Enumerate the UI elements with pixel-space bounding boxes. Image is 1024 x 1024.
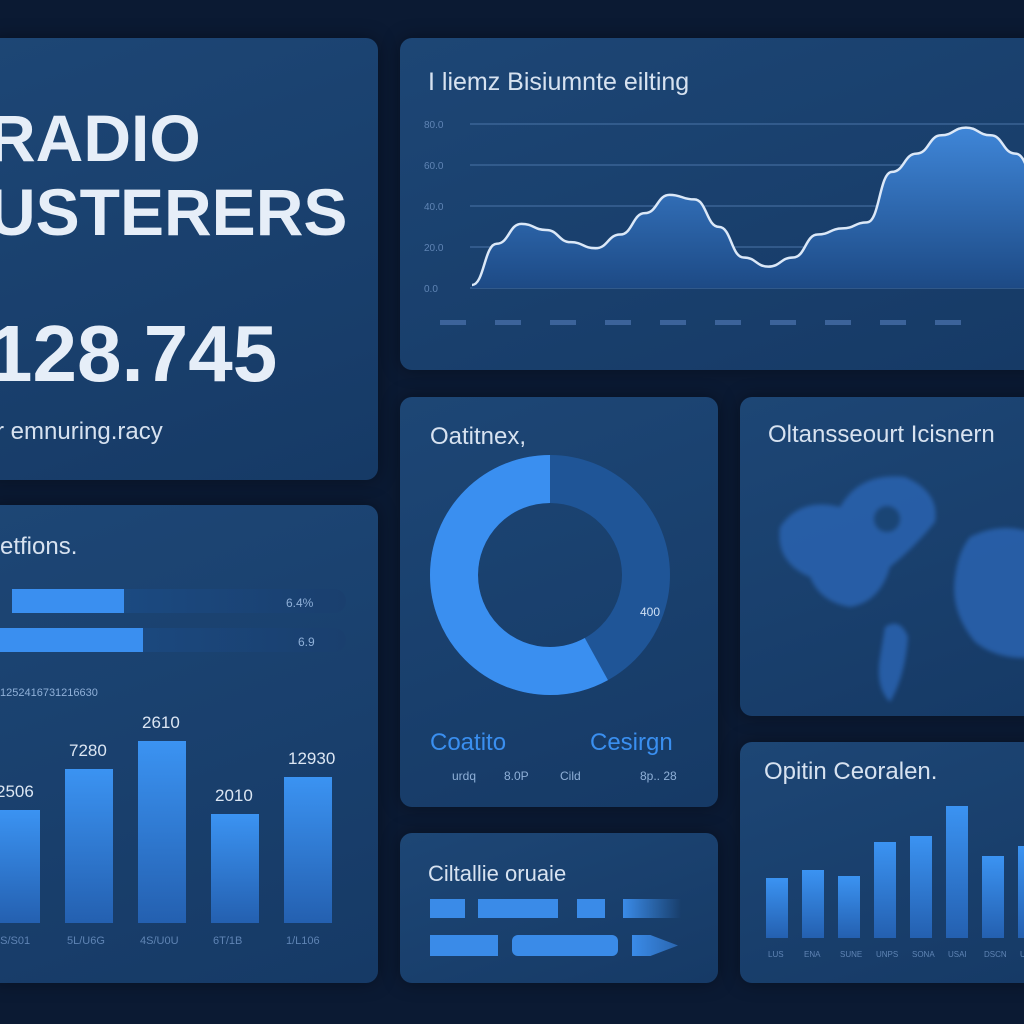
bar-category-label: 1/L106 xyxy=(286,935,320,947)
x-tick-label xyxy=(825,320,851,325)
x-tick-label xyxy=(770,320,796,325)
bar-value-label: 12930 xyxy=(288,749,336,769)
legend-item-2: Cesirgn xyxy=(590,729,673,756)
hero-title-line2: USTERERS xyxy=(0,175,348,249)
donut-title: Oatitnex, xyxy=(430,423,527,450)
bar-category-label: SUNE xyxy=(840,950,863,959)
donut-value-label: 400 xyxy=(640,605,661,619)
bar-value-label: 2610 xyxy=(142,713,180,732)
x-tick-label xyxy=(935,320,961,325)
area-line xyxy=(471,126,1024,287)
y-tick-label: 20.0 xyxy=(424,243,444,254)
ratings-title: Opitin Ceoralen. xyxy=(764,758,938,785)
misc-title: Ciltallie oruaie xyxy=(428,861,567,886)
donut-chart xyxy=(430,455,670,695)
y-tick-label: 60.0 xyxy=(424,161,444,172)
misc-bar xyxy=(478,899,558,918)
bar xyxy=(802,870,824,938)
hero-caption: r emnuring.racy xyxy=(0,418,163,445)
bar xyxy=(766,878,788,938)
trend-chart: 80.0 60.0 40.0 20.0 0.0 xyxy=(424,120,1024,325)
misc-bar xyxy=(623,899,681,918)
donut-stat-4: 8p.. 28 xyxy=(640,769,677,783)
station-progress-2 xyxy=(0,628,346,652)
bar-value-label: 2506 xyxy=(0,781,34,801)
hero-value: 128.745 xyxy=(0,309,278,398)
donut-stat-2: 8.0P xyxy=(504,769,529,783)
bar xyxy=(838,876,860,938)
progress-fill xyxy=(12,589,125,613)
x-tick-label xyxy=(550,320,576,325)
stations-caption: 1252416731216630 xyxy=(0,687,98,699)
station-progress-1-label: 6.4% xyxy=(286,596,314,610)
station-progress-1 xyxy=(12,589,346,613)
bar-category-label: LUS xyxy=(768,950,784,959)
stations-panel: etfions. 6.4% 6.9 1252416731216630 2506 2… xyxy=(0,505,378,983)
x-tick-label xyxy=(605,320,631,325)
map-panel: Oltansseourt Icisnern xyxy=(740,397,1024,716)
x-tick-label xyxy=(440,320,466,325)
bar xyxy=(65,769,113,923)
bar xyxy=(946,806,968,938)
donut-stat-1: urdq xyxy=(452,769,477,783)
y-tick-label: 80.0 xyxy=(424,120,444,131)
misc-bar xyxy=(577,899,605,918)
map-title: Oltansseourt Icisnern xyxy=(768,421,995,448)
stations-title: etfions. xyxy=(0,533,78,560)
misc-bar xyxy=(632,935,678,956)
bar xyxy=(0,809,40,923)
bar-value-label: 7280 xyxy=(69,741,107,761)
bar-category-label: 2S/S01 xyxy=(0,935,31,947)
x-tick-label xyxy=(715,320,741,325)
map-graphic xyxy=(779,476,1024,702)
bar xyxy=(874,842,896,938)
misc-bar xyxy=(430,935,498,956)
bar xyxy=(982,856,1004,938)
bar xyxy=(138,741,186,923)
bar-category-label: SONA xyxy=(912,950,935,959)
trend-panel: I liemz Bisiumnte eilting 80.0 60.0 40.0 20… xyxy=(400,38,1024,370)
bar xyxy=(1018,846,1024,938)
bar xyxy=(211,813,259,923)
donut-panel: Oatitnex, 400 Coatito Cesirgn urdq 8.0P … xyxy=(400,397,718,807)
bar xyxy=(284,777,332,923)
ratings-panel: Opitin Ceoralen. LUS ENA SUNE UNPS SONA USAI D… xyxy=(740,742,1024,983)
x-tick-label xyxy=(495,320,521,325)
donut-stat-3: Cild xyxy=(560,769,581,783)
x-tick-label xyxy=(660,320,686,325)
hero-panel: RADIO USTERERS 128.745 r emnuring.racy xyxy=(0,38,378,480)
misc-panel: Ciltallie oruaie xyxy=(400,833,718,983)
hero-title-line1: RADIO xyxy=(0,101,201,175)
area-fill xyxy=(472,127,1024,288)
bar-value-label: 2010 xyxy=(215,785,253,805)
x-tick-label xyxy=(880,320,906,325)
trend-title: I liemz Bisiumnte eilting xyxy=(428,68,690,96)
y-tick-label: 40.0 xyxy=(424,202,444,213)
bar-category-label: USAI xyxy=(948,950,967,959)
misc-bar xyxy=(512,935,618,956)
bar-category-label: 4S/U0U xyxy=(140,935,179,947)
misc-bar xyxy=(430,899,465,918)
bar xyxy=(910,836,932,938)
y-tick-label: 0.0 xyxy=(424,284,438,295)
bar-category-label: U xyxy=(1020,950,1024,959)
bar-category-label: DSCN xyxy=(984,950,1007,959)
bar-category-label: 5L/U6G xyxy=(67,935,105,947)
bar-category-label: ENA xyxy=(804,950,821,959)
legend-item-1: Coatito xyxy=(430,729,507,756)
progress-fill xyxy=(0,628,144,652)
bar-category-label: UNPS xyxy=(876,950,899,959)
donut-segment-primary xyxy=(430,455,670,695)
station-progress-2-label: 6.9 xyxy=(298,635,315,649)
bar-category-label: 6T/1B xyxy=(213,935,243,947)
